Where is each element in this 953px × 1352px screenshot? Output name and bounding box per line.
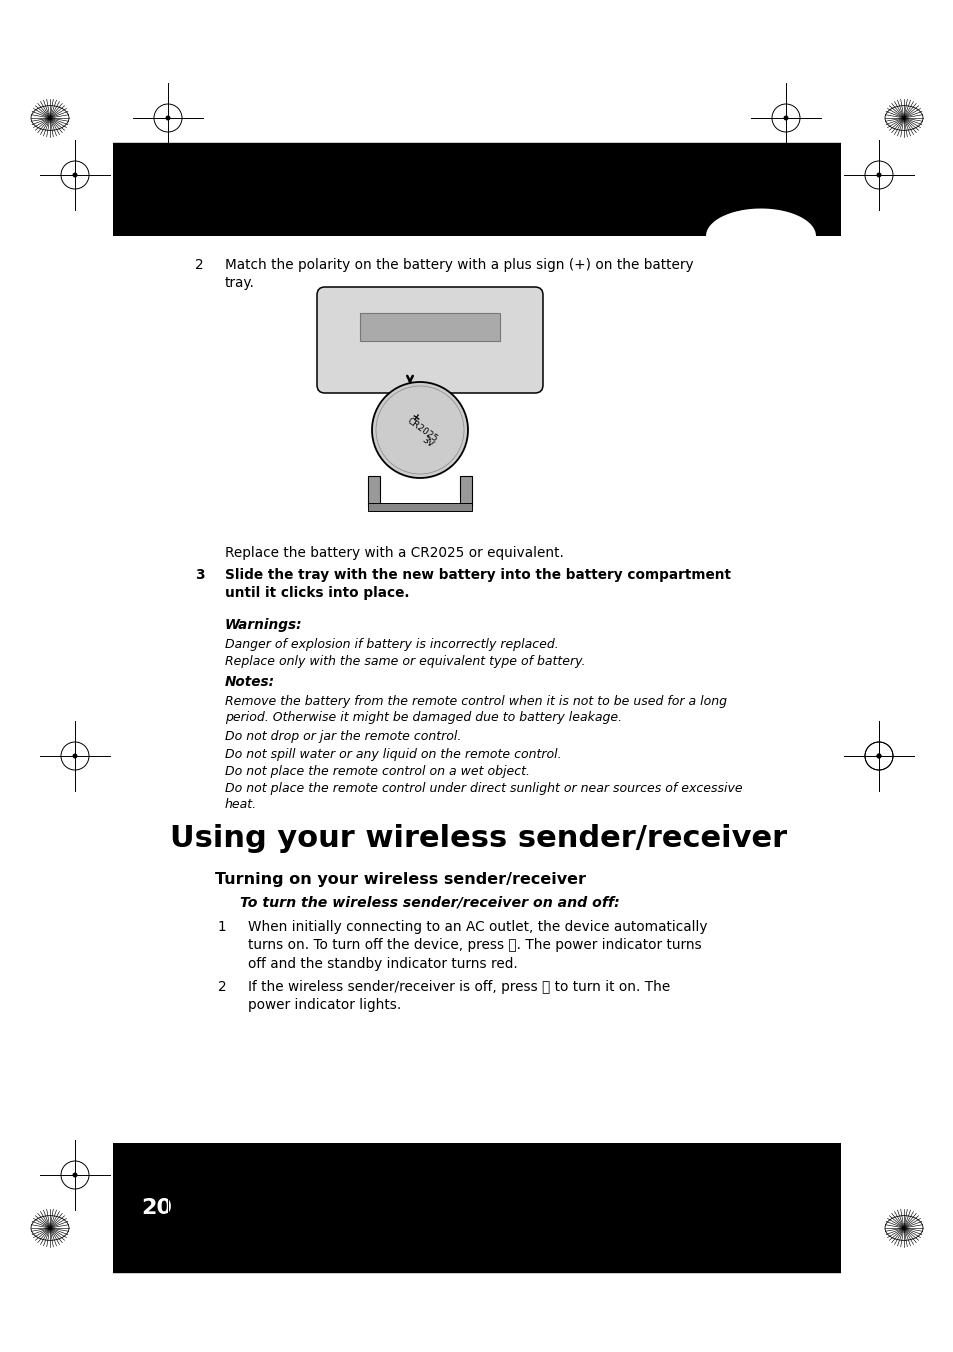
Text: Notes:: Notes: [225, 675, 274, 690]
Bar [112, 1142, 841, 1274]
Circle shape [372, 383, 468, 479]
Circle shape [782, 115, 788, 120]
Text: +: + [408, 411, 421, 425]
Text: 3V: 3V [420, 435, 435, 449]
Bar [459, 476, 472, 506]
Text: 1: 1 [218, 919, 227, 934]
Circle shape [72, 1172, 77, 1178]
Polygon shape [705, 208, 841, 246]
Text: Do not drop or jar the remote control.: Do not drop or jar the remote control. [225, 730, 461, 744]
Bar [112, 143, 841, 237]
Text: 2: 2 [194, 258, 203, 272]
FancyBboxPatch shape [316, 287, 542, 393]
Text: 20: 20 [141, 1198, 172, 1218]
Circle shape [474, 1225, 479, 1230]
Text: To turn the wireless sender/receiver on and off:: To turn the wireless sender/receiver on … [240, 896, 619, 910]
Text: Turning on your wireless sender/receiver: Turning on your wireless sender/receiver [214, 872, 585, 887]
Text: Using your wireless sender/receiver: Using your wireless sender/receiver [170, 823, 786, 853]
Text: Remove the battery from the remote control when it is not to be used for a long
: Remove the battery from the remote contr… [225, 695, 726, 725]
Circle shape [375, 387, 463, 475]
Text: If the wireless sender/receiver is off, press ⏻ to turn it on. The
power indicat: If the wireless sender/receiver is off, … [248, 980, 670, 1013]
Circle shape [165, 1225, 171, 1230]
Text: Replace only with the same or equivalent type of battery.: Replace only with the same or equivalent… [225, 654, 585, 668]
Text: Do not place the remote control under direct sunlight or near sources of excessi: Do not place the remote control under di… [225, 781, 741, 811]
Circle shape [876, 753, 881, 758]
Text: Slide the tray with the new battery into the battery compartment
until it clicks: Slide the tray with the new battery into… [225, 568, 730, 600]
Text: Do not spill water or any liquid on the remote control.: Do not spill water or any liquid on the … [225, 748, 561, 761]
Bar [368, 503, 472, 511]
Circle shape [876, 173, 881, 177]
Text: 3: 3 [194, 568, 204, 581]
Circle shape [165, 115, 171, 120]
Text: Warnings:: Warnings: [225, 618, 302, 631]
Text: Danger of explosion if battery is incorrectly replaced.: Danger of explosion if battery is incorr… [225, 638, 558, 652]
Circle shape [72, 753, 77, 758]
Bar [359, 314, 499, 341]
Text: Replace the battery with a CR2025 or equivalent.: Replace the battery with a CR2025 or equ… [225, 546, 563, 560]
Polygon shape [112, 1115, 841, 1142]
Circle shape [782, 1225, 788, 1230]
Text: When initially connecting to an AC outlet, the device automatically
turns on. To: When initially connecting to an AC outle… [248, 919, 707, 971]
Text: CR2025: CR2025 [405, 416, 438, 443]
Text: Do not place the remote control on a wet object.: Do not place the remote control on a wet… [225, 765, 530, 777]
Text: 2: 2 [218, 980, 227, 994]
Text: Match the polarity on the battery with a plus sign (+) on the battery
tray.: Match the polarity on the battery with a… [225, 258, 693, 291]
Circle shape [876, 753, 881, 758]
Bar [368, 476, 379, 506]
Circle shape [72, 173, 77, 177]
